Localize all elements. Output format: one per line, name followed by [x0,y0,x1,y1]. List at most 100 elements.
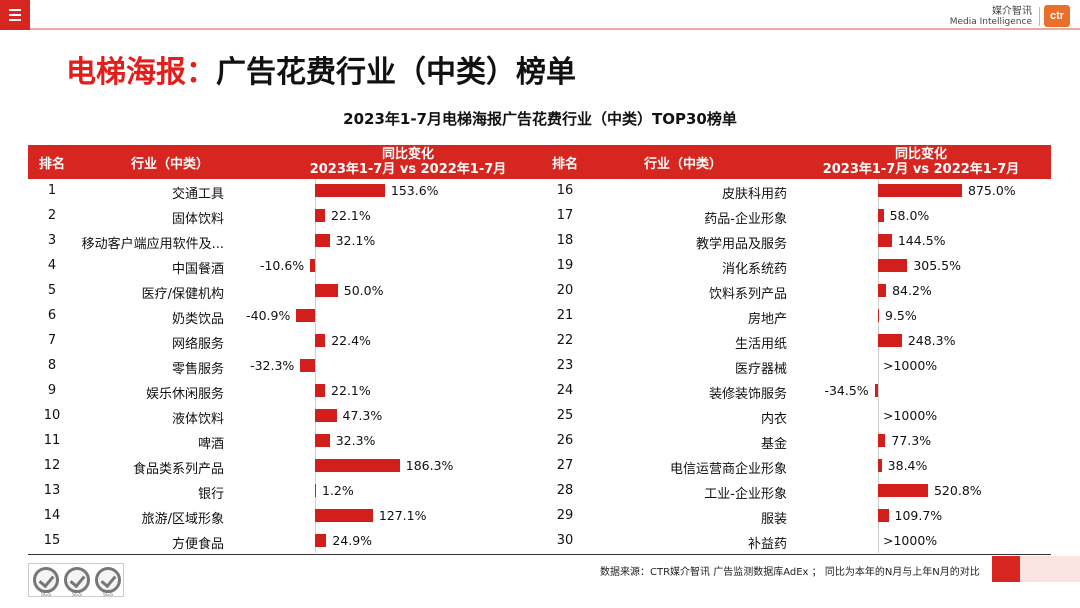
rank-cell: 1 [47,183,57,198]
rank-cell: 30 [556,533,574,548]
rank-cell: 17 [556,208,574,223]
bar [310,259,315,272]
data-label: 32.3% [335,433,376,448]
industry-cell: 内衣 [760,412,787,427]
bar [315,209,326,222]
bar [315,484,316,497]
data-label: 9.5% [885,308,917,323]
header-change: 同比变化 2023年1-7月 vs 2022年1-7月 [801,147,1041,177]
table-row: 19 消化系统药 305.5% [541,254,1051,279]
footer-accent-pink [1020,556,1080,582]
top-divider [30,28,1080,30]
bar [315,284,338,297]
data-label: 22.1% [331,383,371,398]
rank-cell: 10 [43,408,61,423]
data-label: -34.5% [824,383,869,398]
industry-cell: 中国餐酒 [171,262,224,277]
rank-cell: 26 [556,433,574,448]
data-label: 144.5% [897,233,946,248]
table-row: 29 服装 109.7% [541,504,1051,529]
page-title: 电梯海报：广告花费行业（中类）榜单 [66,47,576,91]
industry-cell: 皮肤科用药 [721,187,787,202]
industry-cell: 液体饮料 [171,412,224,427]
table-row: 13 银行 1.2% [28,479,550,504]
rank-cell: 11 [43,433,61,448]
data-label: 50.0% [343,283,384,298]
cert-check-icon [33,567,59,593]
data-label: 1.2% [322,483,354,498]
industry-cell: 网络服务 [171,337,224,352]
brand-text: 媒介智讯 Media Intelligence [950,6,1032,28]
bar [878,234,892,247]
table-header: 排名 行业（中类） 同比变化 2023年1-7月 vs 2022年1-7月 [541,145,1051,179]
table-row: 16 皮肤科用药 875.0% [541,179,1051,204]
industry-cell: 基金 [760,437,787,452]
data-label: 32.1% [335,233,376,248]
data-label: 127.1% [378,508,427,523]
page-title-main: 广告花费行业（中类）榜单 [216,55,576,90]
header-industry: 行业（中类） [643,157,722,172]
data-label: -40.9% [246,308,291,323]
data-label: 24.9% [332,533,373,548]
table-row: 28 工业-企业形象 520.8% [541,479,1051,504]
table-header: 排名 行业（中类） 同比变化 2023年1-7月 vs 2022年1-7月 [28,145,550,179]
top-bar: 媒介智讯 Media Intelligence ctr [0,0,1080,30]
cert-check-icon [95,567,121,593]
industry-cell: 奶类饮品 [171,312,224,327]
data-label: 77.3% [891,433,932,448]
hamburger-menu-icon[interactable] [0,0,30,30]
rank-cell: 9 [47,383,57,398]
bar [878,309,879,322]
rank-cell: 18 [556,233,574,248]
data-label: 875.0% [968,183,1016,198]
bar [315,184,385,197]
industry-cell: 旅游/区域形象 [141,512,224,527]
rank-cell: 23 [556,358,574,373]
rank-cell: 12 [43,458,61,473]
data-label: 520.8% [933,483,982,498]
bar [878,459,882,472]
table-row: 5 医疗/保健机构 50.0% [28,279,550,304]
data-label: 22.4% [331,333,371,348]
industry-cell: 银行 [197,487,224,502]
chart-title: 2023年1-7月电梯海报广告花费行业（中类）TOP30榜单 [343,110,737,128]
rank-cell: 24 [556,383,574,398]
table-row: 9 娱乐休闲服务 22.1% [28,379,550,404]
header-industry: 行业（中类） [130,157,209,172]
ctr-logo: ctr [1044,5,1070,27]
rank-cell: 14 [43,508,61,523]
industry-cell: 移动客户端应用软件及... [81,237,224,252]
table-row: 26 基金 77.3% [541,429,1051,454]
header-rank: 排名 [38,157,65,172]
data-label: 248.3% [907,333,956,348]
industry-cell: 娱乐休闲服务 [145,387,224,402]
bar [878,284,887,297]
table-row: 15 方便食品 24.9% [28,529,550,554]
cert-label: SGS [40,592,52,598]
bar [878,484,928,497]
table-row: 25 内衣 >1000% [541,404,1051,429]
bar [878,334,902,347]
table-row: 8 零售服务 -32.3% [28,354,550,379]
data-label: 109.7% [894,508,943,523]
rank-cell: 22 [556,333,574,348]
table-bottom-rule [28,554,550,555]
rank-cell: 7 [47,333,57,348]
rank-cell: 4 [47,258,57,273]
header-change-line2: 2023年1-7月 vs 2022年1-7月 [309,162,507,177]
table-row: 20 饮料系列产品 84.2% [541,279,1051,304]
zero-axis-line [315,179,316,553]
industry-cell: 方便食品 [171,537,224,552]
table-row: 10 液体饮料 47.3% [28,404,550,429]
data-label: 305.5% [913,258,961,273]
bar [315,434,330,447]
bar [315,509,373,522]
industry-cell: 工业-企业形象 [704,487,787,502]
table-row: 23 医疗器械 >1000% [541,354,1051,379]
cert-check-icon [64,567,90,593]
industry-cell: 交通工具 [171,187,224,202]
header-change-line1: 同比变化 [381,147,434,162]
data-label: 22.1% [331,208,371,223]
bar [315,384,326,397]
footer-accent-red [992,556,1020,582]
